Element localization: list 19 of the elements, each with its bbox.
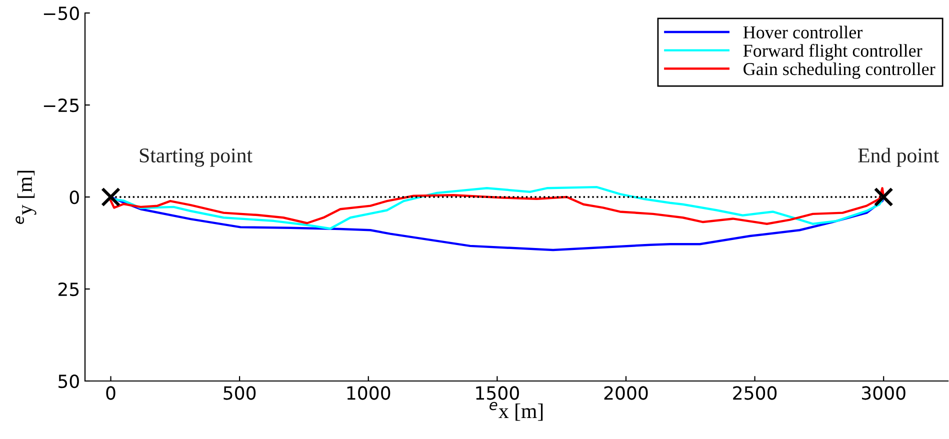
x-tick-label: 1000 (347, 386, 390, 400)
annotation: End point (858, 148, 940, 167)
annotation: Starting point (140, 148, 252, 167)
y-tick-label: 50 (58, 374, 79, 388)
y-tick-label: 25 (58, 282, 79, 296)
x-tick-label: 1500 (476, 386, 519, 400)
legend-label: Hover controller (743, 26, 862, 38)
y-tick-label: 0 (70, 190, 79, 204)
legend-label: Forward flight controller (743, 44, 922, 61)
x-axis-title: $^{e}$x [m] (490, 402, 543, 421)
y-tick-label: −25 (44, 98, 79, 112)
x-tick-label: 500 (224, 386, 256, 400)
x-tick-label: 3000 (862, 386, 906, 400)
x-tick-label: 2500 (733, 386, 777, 400)
x-tick-label: 0 (106, 386, 116, 400)
legend-label: Gain scheduling controller (744, 62, 936, 79)
y-axis-title: $^{e}$y [m] (16, 170, 36, 224)
y-tick-label: −50 (44, 6, 79, 20)
x-tick-label: 2000 (604, 386, 648, 400)
